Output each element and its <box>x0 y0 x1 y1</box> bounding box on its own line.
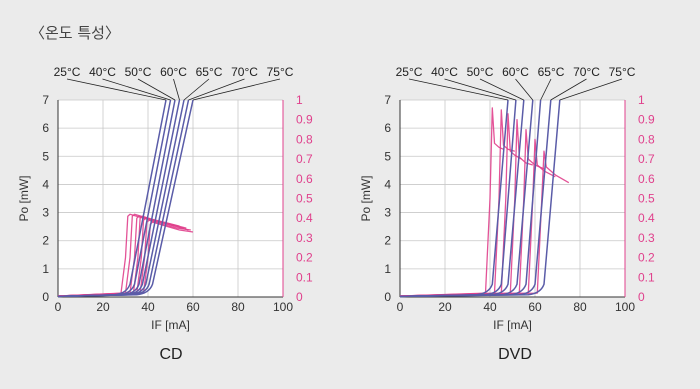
temperature-label: 50°C <box>125 65 152 79</box>
temperature-label: 40°C <box>89 65 116 79</box>
temperature-leader-line <box>183 78 210 101</box>
temperature-label: 75°C <box>267 65 294 79</box>
temperature-label: 65°C <box>196 65 223 79</box>
y2-tick-label: 0.8 <box>638 132 655 146</box>
temperature-leader-line <box>540 78 552 101</box>
temperature-label: 65°C <box>538 65 565 79</box>
y2-tick-label: 0.4 <box>296 211 313 225</box>
temperature-label: 25°C <box>54 65 81 79</box>
y-axis-label: Po [mW] <box>359 175 373 221</box>
x-tick-label: 20 <box>96 300 110 314</box>
temperature-leader-line <box>515 78 534 101</box>
y2-tick-label: 0.9 <box>638 113 655 127</box>
power-line-75c <box>57 99 194 298</box>
y2-tick-label: 0.6 <box>296 172 313 186</box>
temperature-label: 70°C <box>231 65 258 79</box>
temperature-leader-line <box>137 78 176 101</box>
y-tick-label: 2 <box>384 234 391 248</box>
efficiency-line-75c <box>399 150 570 297</box>
temperature-leader-line <box>479 78 524 101</box>
section-title: 〈온도 특성〉 <box>30 24 120 42</box>
y2-tick-label: 0.1 <box>296 270 313 284</box>
temperature-leader-line <box>102 78 171 101</box>
temperature-label: 75°C <box>609 65 636 79</box>
y2-tick-label: 0.2 <box>296 251 313 265</box>
temperature-leader-line <box>173 78 180 101</box>
y-tick-label: 7 <box>42 93 49 107</box>
temperature-label: 60°C <box>502 65 529 79</box>
dvd-chart: 0 20 40 60 80 1000123456700.10.20.30.40.50.60… <box>359 65 655 332</box>
y-tick-label: 2 <box>42 234 49 248</box>
x-tick-label: 0 <box>397 300 404 314</box>
y2-tick-label: 0.2 <box>638 251 655 265</box>
y-axis-label: Po [mW] <box>17 175 31 221</box>
plot-area <box>58 100 283 297</box>
y2-tick-label: 0.7 <box>296 152 313 166</box>
x-tick-label: 80 <box>573 300 587 314</box>
y2-tick-label: 0.9 <box>296 113 313 127</box>
efficiency-line-60c <box>57 215 187 297</box>
y2-tick-label: 0.4 <box>638 211 655 225</box>
x-tick-label: 80 <box>231 300 245 314</box>
y-tick-label: 7 <box>384 93 391 107</box>
y2-tick-label: 1 <box>296 93 303 107</box>
y2-tick-label: 0.8 <box>296 132 313 146</box>
temperature-leader-line <box>550 78 587 101</box>
x-tick-label: 100 <box>273 300 293 314</box>
x-tick-label: 0 <box>55 300 62 314</box>
y-tick-label: 6 <box>42 121 49 135</box>
temperature-leader-line <box>559 78 623 101</box>
temperature-leader-line <box>188 78 245 101</box>
y2-tick-label: 0.5 <box>296 192 313 206</box>
y-tick-label: 4 <box>42 177 49 191</box>
x-tick-label: 40 <box>141 300 155 314</box>
y-tick-label: 1 <box>42 262 49 276</box>
x-axis-label: IF [mA] <box>151 318 190 332</box>
temperature-label: 40°C <box>431 65 458 79</box>
y2-tick-label: 1 <box>638 93 645 107</box>
plot-area <box>400 100 625 297</box>
x-axis-label: IF [mA] <box>493 318 532 332</box>
y-tick-label: 6 <box>384 121 391 135</box>
temperature-label: 60°C <box>160 65 187 79</box>
dvd-caption: DVD <box>498 346 532 363</box>
x-tick-label: 40 <box>483 300 497 314</box>
y2-tick-label: 0 <box>296 290 303 304</box>
y-tick-label: 0 <box>384 290 391 304</box>
y-tick-label: 5 <box>384 149 391 163</box>
power-line-75c <box>399 99 561 298</box>
y-tick-label: 3 <box>384 206 391 220</box>
x-tick-label: 100 <box>615 300 635 314</box>
y2-tick-label: 0.3 <box>638 231 655 245</box>
temperature-label: 25°C <box>396 65 423 79</box>
y-tick-label: 4 <box>384 177 391 191</box>
x-tick-label: 60 <box>528 300 542 314</box>
temperature-leader-line <box>444 78 516 101</box>
y2-tick-label: 0.6 <box>638 172 655 186</box>
x-tick-label: 60 <box>186 300 200 314</box>
temperature-leader-line <box>192 78 281 101</box>
temperature-leader-line <box>408 78 509 101</box>
cd-caption: CD <box>159 346 183 363</box>
temperature-label: 70°C <box>573 65 600 79</box>
y-tick-label: 3 <box>42 206 49 220</box>
y2-tick-label: 0.5 <box>638 192 655 206</box>
y2-tick-label: 0.3 <box>296 231 313 245</box>
cd-chart: 0 20 40 60 80 1000123456700.10.20.30.40.50.60… <box>17 65 313 332</box>
y2-tick-label: 0 <box>638 290 645 304</box>
temperature-leader-line <box>66 78 167 101</box>
y2-tick-label: 0.7 <box>638 152 655 166</box>
temperature-label: 50°C <box>467 65 494 79</box>
y-tick-label: 5 <box>42 149 49 163</box>
y2-tick-label: 0.1 <box>638 270 655 284</box>
y-tick-label: 0 <box>42 290 49 304</box>
x-tick-label: 20 <box>438 300 452 314</box>
y-tick-label: 1 <box>384 262 391 276</box>
